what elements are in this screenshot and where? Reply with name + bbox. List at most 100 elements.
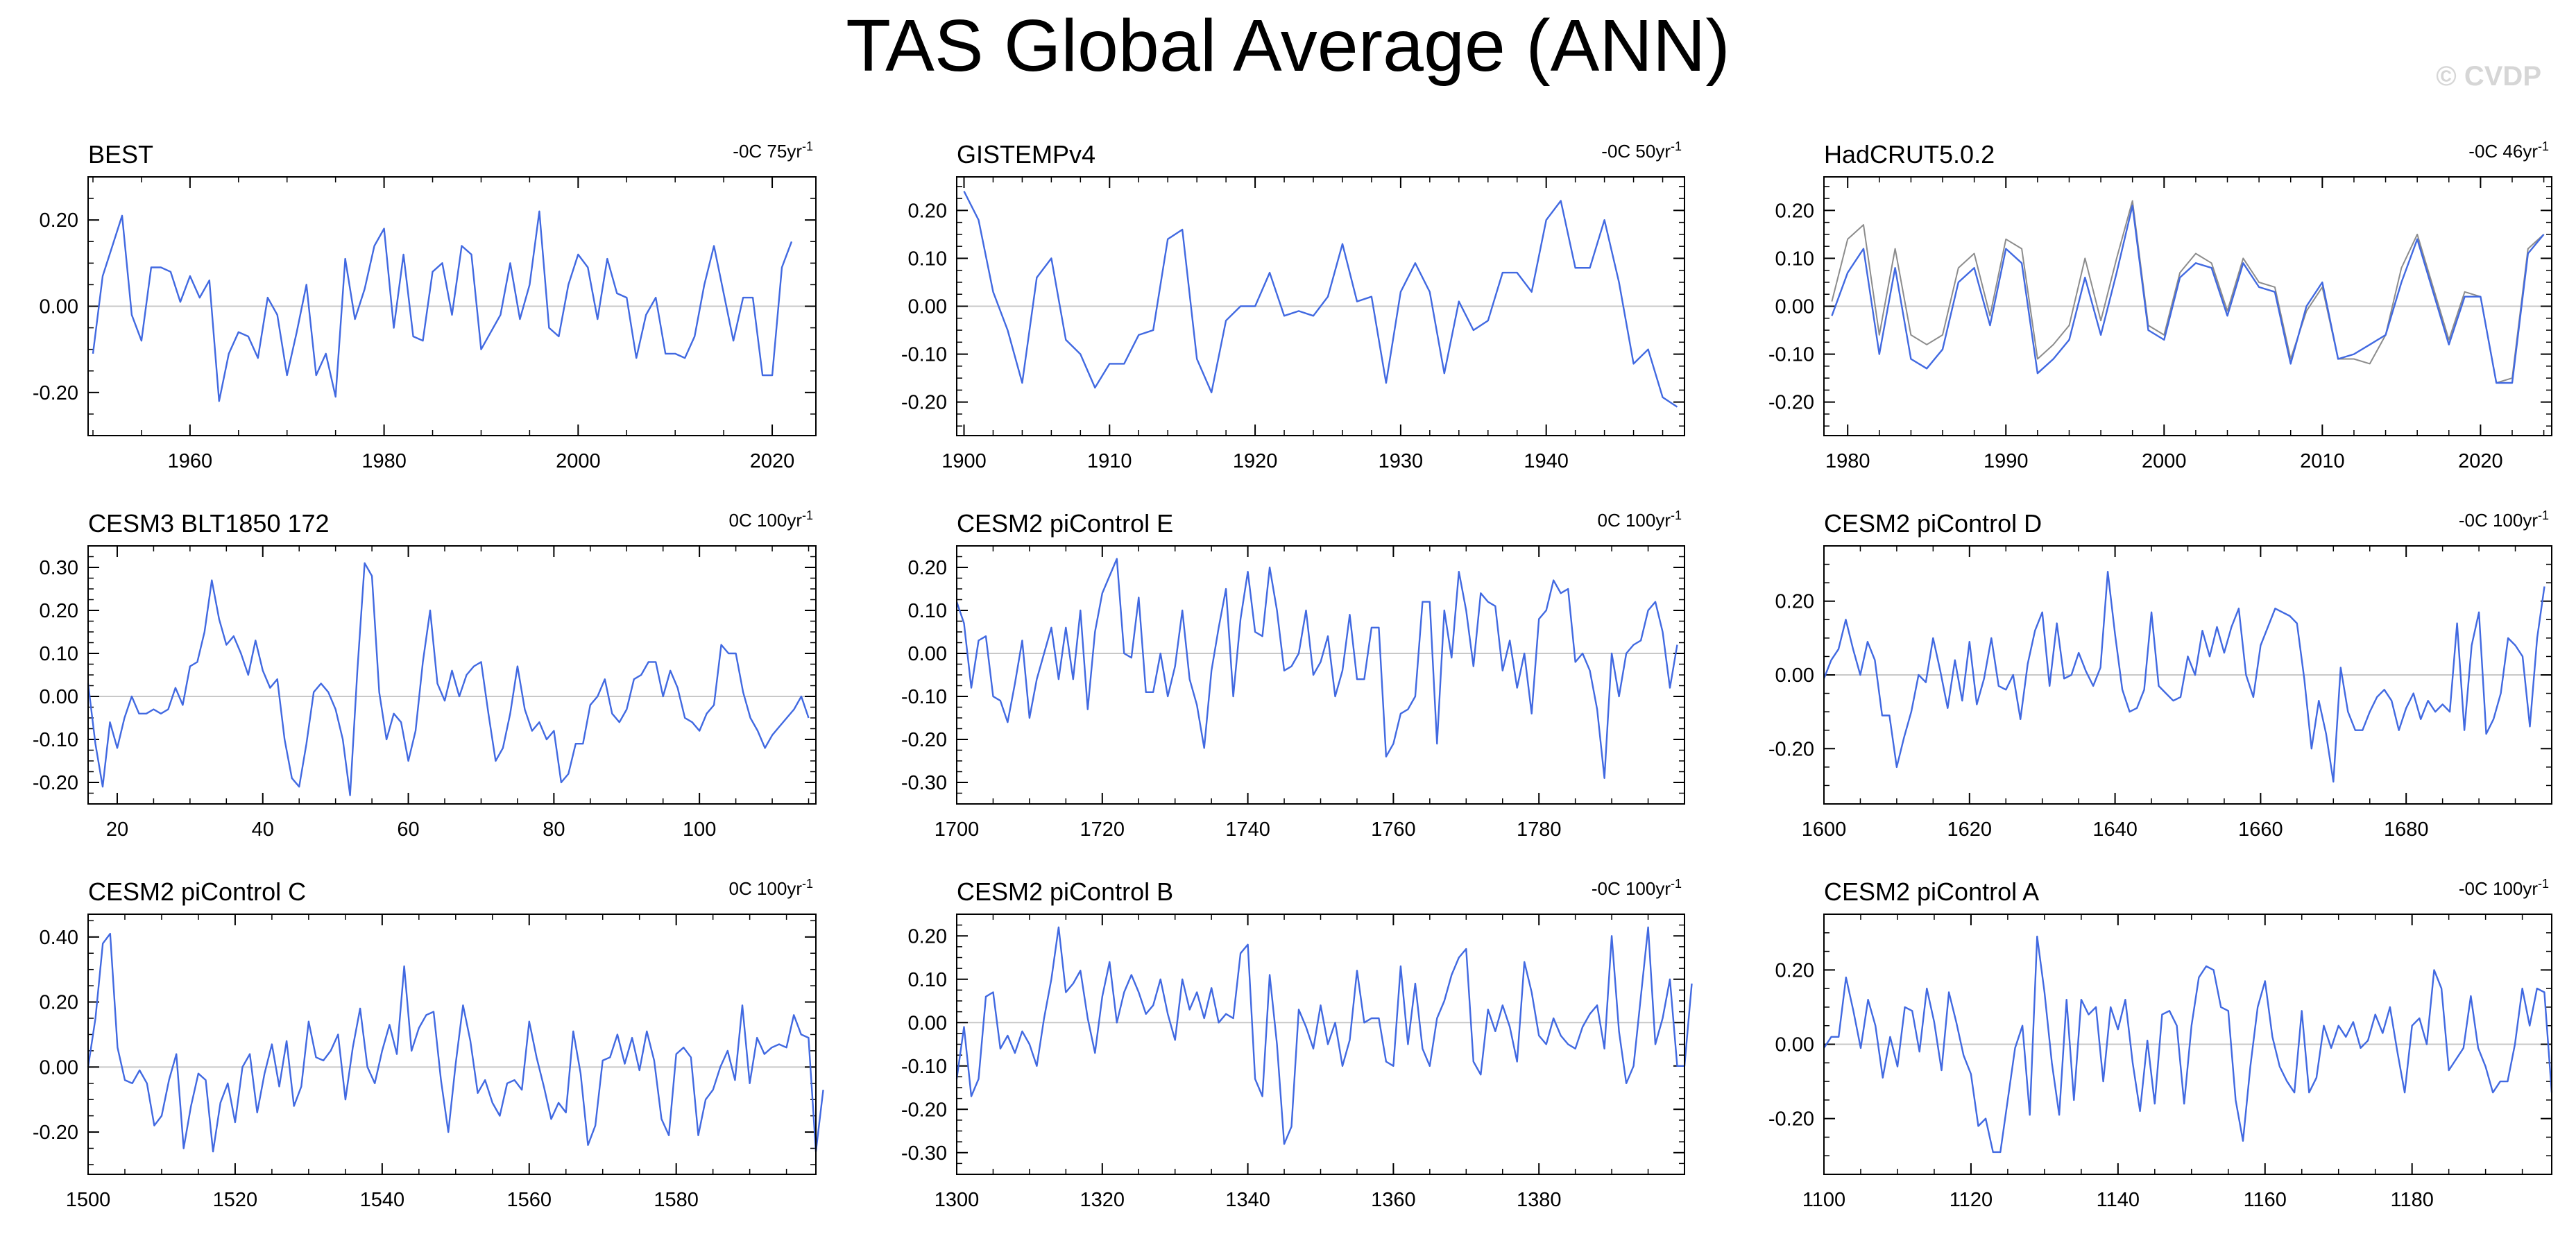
x-tick-label: 80	[543, 818, 565, 841]
y-tick-label: 0.10	[40, 643, 78, 665]
trend-label: -0C 100yr-1	[2459, 508, 2549, 531]
y-tick-label: -0.20	[901, 392, 947, 414]
plot-frame	[1823, 914, 2552, 1175]
series-line	[1823, 571, 2545, 783]
x-tick-label: 1700	[935, 818, 980, 841]
plot-frame	[956, 545, 1685, 805]
x-tick-label: 1560	[506, 1189, 552, 1211]
plot-frame	[87, 914, 817, 1175]
x-tick-label: 1680	[2384, 818, 2429, 841]
x-tick-label: 1720	[1080, 818, 1125, 841]
plot-frame	[1823, 545, 2552, 805]
trend-label: -0C 46yr-1	[2468, 139, 2549, 162]
x-tick-label: 1980	[1825, 450, 1870, 472]
panel-2: 1900 1910 1920 1930 1940 -0.20 -0.10 0.00 0.10 0.…	[901, 139, 1685, 472]
y-tick-label: 0.00	[908, 1012, 947, 1034]
y-tick-label: 0.10	[908, 969, 947, 991]
series-line	[1831, 205, 2545, 384]
y-tick-label: -0.20	[901, 1099, 947, 1121]
x-tick-label: 1120	[1950, 1189, 1993, 1211]
y-tick-label: 0.10	[908, 600, 947, 622]
x-tick-label: 20	[106, 818, 128, 841]
x-tick-label: 2020	[750, 450, 795, 472]
y-tick-label: 0.20	[908, 925, 947, 948]
trend-label: 0C 100yr-1	[728, 508, 813, 531]
x-tick-label: 1600	[1802, 818, 1847, 841]
y-tick-label: -0.20	[33, 382, 78, 404]
x-tick-label: 100	[683, 818, 716, 841]
plot-frame	[87, 176, 817, 436]
y-tick-label: 0.20	[40, 992, 78, 1014]
trend-label: -0C 50yr-1	[1601, 139, 1682, 162]
y-tick-label: -0.10	[901, 344, 947, 366]
panel-9: 1100 1120 1140 1160 1180 -0.20 0.00 0.20 CESM2 p…	[1768, 877, 2553, 1211]
panel-title: CESM2 piControl A	[1824, 877, 2039, 906]
y-tick-label: -0.20	[901, 729, 947, 751]
panel-title: HadCRUT5.0.2	[1824, 140, 1995, 169]
x-tick-label: 1920	[1233, 450, 1278, 472]
trend-label: -0C 100yr-1	[2459, 877, 2549, 899]
x-tick-label: 2000	[556, 450, 601, 472]
panel-title: BEST	[88, 140, 153, 169]
x-tick-label: 1780	[1517, 818, 1562, 841]
x-tick-label: 1580	[654, 1189, 699, 1211]
y-tick-label: -0.20	[1768, 738, 1814, 760]
x-tick-label: 1960	[168, 450, 213, 472]
x-tick-label: 1740	[1225, 818, 1270, 841]
plot-frame	[956, 176, 1685, 436]
x-tick-label: 1380	[1517, 1189, 1562, 1211]
panel-title: CESM2 piControl B	[957, 877, 1173, 906]
series-line	[955, 558, 1678, 780]
x-tick-label: 1930	[1379, 450, 1424, 472]
y-tick-label: 0.10	[1775, 248, 1814, 270]
plot-frame	[87, 545, 817, 805]
x-tick-label: 1900	[941, 450, 987, 472]
y-tick-label: 0.00	[908, 643, 947, 665]
x-tick-label: 1160	[2244, 1189, 2287, 1211]
y-tick-label: 0.00	[40, 686, 78, 708]
y-tick-label: 0.10	[908, 248, 947, 270]
x-tick-label: 1140	[2097, 1189, 2140, 1211]
x-tick-label: 2000	[2142, 450, 2187, 472]
y-tick-label: 0.30	[40, 557, 78, 579]
panel-3: 1980 1990 2000 2010 2020 -0.20 -0.10 0.00 0.10 0.…	[1768, 139, 2552, 472]
y-tick-label: 0.20	[908, 200, 947, 222]
y-tick-label: -0.10	[901, 1056, 947, 1078]
x-tick-label: 1320	[1080, 1189, 1125, 1211]
x-tick-label: 1620	[1947, 818, 1993, 841]
x-tick-label: 1660	[2238, 818, 2283, 841]
y-tick-label: -0.20	[33, 1122, 78, 1144]
y-tick-label: 0.00	[1775, 296, 1814, 318]
page-title: TAS Global Average (ANN)	[846, 5, 1730, 87]
x-tick-label: 1760	[1371, 818, 1416, 841]
y-tick-label: -0.10	[1768, 344, 1814, 366]
x-tick-label: 1980	[361, 450, 407, 472]
y-tick-label: 0.20	[1775, 959, 1814, 981]
trend-label: -0C 100yr-1	[1592, 877, 1682, 899]
series-line	[92, 210, 793, 402]
panel-6: 1600 1620 1640 1660 1680 -0.20 0.00 0.20 CESM2 p…	[1768, 508, 2552, 841]
panel-title: GISTEMPv4	[957, 140, 1095, 169]
x-tick-label: 60	[397, 818, 419, 841]
y-tick-label: 0.00	[1775, 665, 1814, 687]
panel-5: 1700 1720 1740 1760 1780 -0.30 -0.20 -0.10 0.00 0…	[901, 508, 1685, 841]
y-tick-label: 0.20	[40, 600, 78, 622]
trend-label: 0C 100yr-1	[1597, 508, 1682, 531]
x-tick-label: 1500	[66, 1189, 111, 1211]
x-tick-label: 1940	[1524, 450, 1569, 472]
x-tick-label: 1990	[1984, 450, 2029, 472]
panel-title: CESM2 piControl C	[88, 877, 306, 906]
y-tick-label: -0.30	[901, 772, 947, 794]
panel-title: CESM2 piControl D	[1824, 509, 2042, 538]
trend-label: -0C 75yr-1	[733, 139, 813, 162]
series-line	[87, 932, 824, 1153]
y-tick-label: -0.20	[33, 772, 78, 794]
y-tick-label: 0.40	[40, 927, 78, 949]
panel-1: 1960 1980 2000 2020 -0.20 0.00 0.20 BEST -0C 75y…	[33, 139, 817, 472]
plot-frame	[956, 914, 1685, 1175]
x-tick-label: 1360	[1371, 1189, 1416, 1211]
x-tick-label: 1180	[2390, 1189, 2433, 1211]
x-tick-label: 40	[252, 818, 274, 841]
y-tick-label: -0.20	[1768, 1108, 1814, 1131]
